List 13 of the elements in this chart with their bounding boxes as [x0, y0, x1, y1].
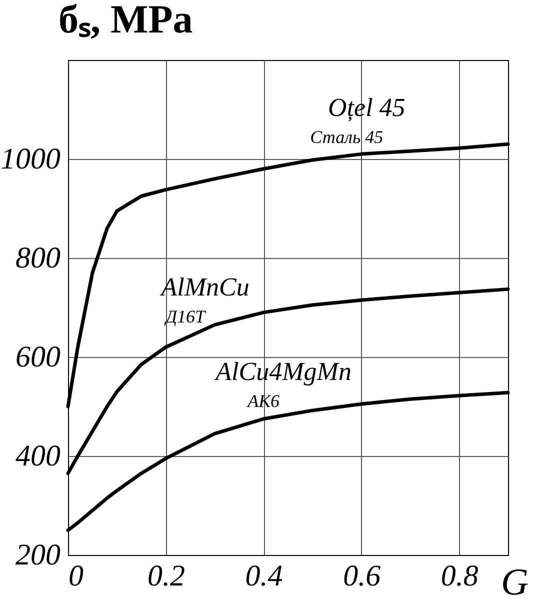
y-tick-label: 400	[16, 440, 60, 472]
y-tick-label: 1000	[0, 142, 60, 176]
x-axis-title: G	[501, 562, 528, 604]
y-tick-label: 600	[16, 340, 60, 374]
x-tick-label: 0.4	[245, 560, 283, 592]
x-tick-label: 0.8	[440, 560, 478, 592]
x-tick-label: 0.2	[148, 560, 186, 592]
x-tick-label: 0	[68, 560, 84, 592]
y-axis-title: бₛ, MPa	[58, 0, 193, 42]
annotation: Сталь 45	[310, 127, 384, 148]
y-tick-label: 200	[16, 538, 60, 572]
x-tick-label: 0.6	[343, 560, 381, 592]
y-tick-label: 800	[16, 242, 60, 274]
